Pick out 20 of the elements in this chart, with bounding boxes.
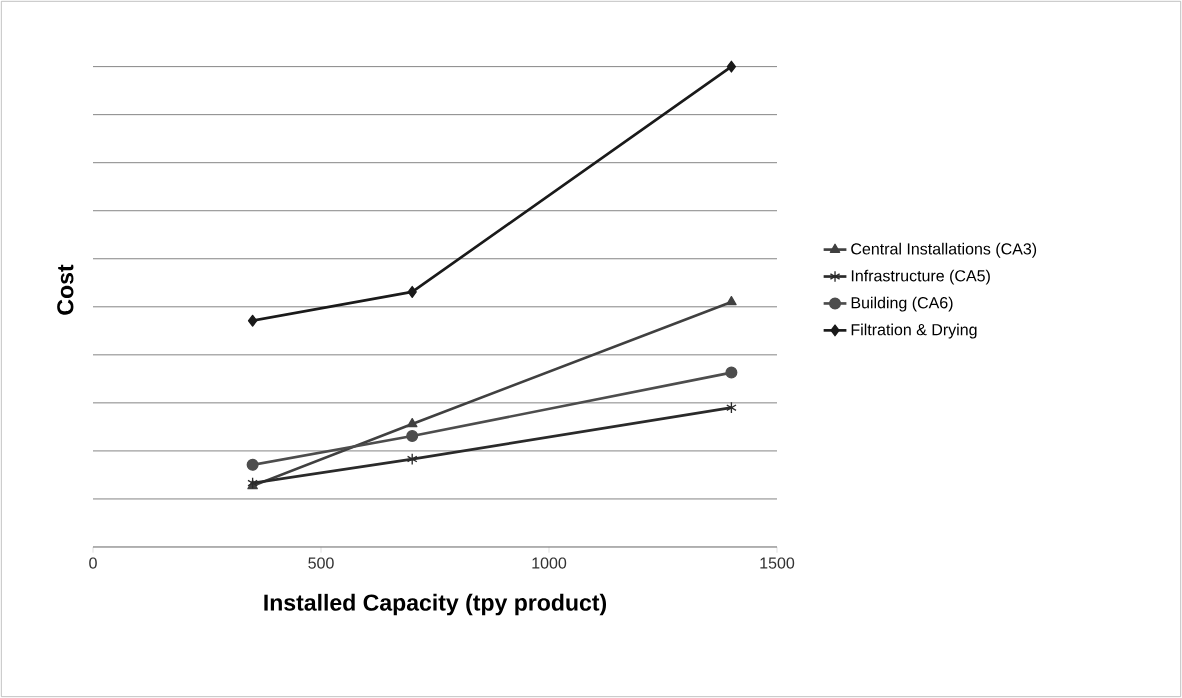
point: [407, 285, 417, 298]
point: [726, 295, 737, 306]
y-axis-title: Cost: [57, 264, 74, 315]
legend-label: Infrastructure (CA5): [851, 269, 990, 285]
point: [247, 314, 258, 327]
point: [406, 418, 418, 428]
point: [406, 453, 418, 466]
legend-label: Central Installations (CA3): [851, 242, 1037, 258]
point: [726, 60, 737, 73]
x-tick-label: 0: [89, 557, 97, 569]
legend-label: Building (CA6): [851, 296, 953, 312]
x-tick-label: 1000: [532, 557, 567, 569]
x-tick-label: 1500: [760, 557, 795, 569]
x-tick-label: 500: [308, 557, 334, 569]
point: [246, 458, 259, 471]
point: [726, 401, 737, 414]
legend-label: Filtration & Drying: [851, 323, 977, 339]
point: [725, 366, 738, 379]
x-axis-title: Installed Capacity (tpy product): [264, 593, 607, 616]
point: [406, 430, 419, 443]
